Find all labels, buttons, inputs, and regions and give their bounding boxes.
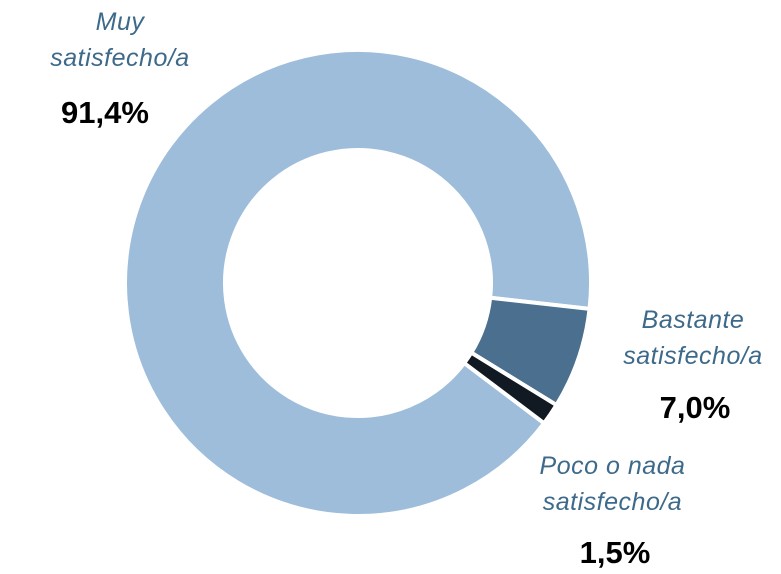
donut-slice	[123, 48, 593, 518]
value-label: 1,5%	[579, 535, 651, 570]
category-label: Bastante satisfecho/a	[623, 306, 763, 370]
value-label: 91,4%	[61, 95, 149, 130]
value-label: 7,0%	[659, 390, 731, 425]
category-label: Poco o nada satisfecho/a	[539, 452, 686, 516]
category-label: Muy satisfecho/a	[50, 8, 190, 72]
donut-slice	[461, 349, 560, 427]
